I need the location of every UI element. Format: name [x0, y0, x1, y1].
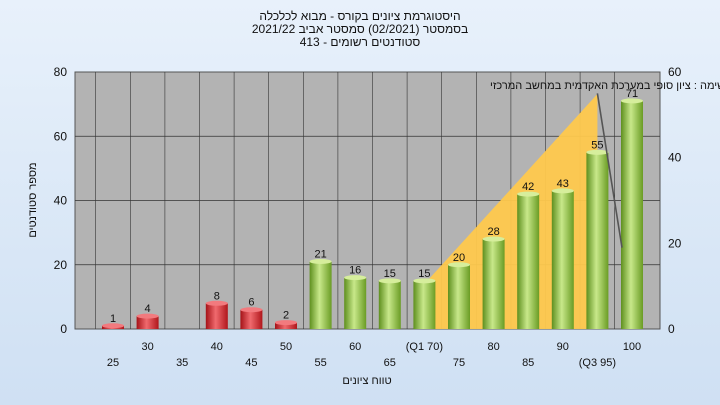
- x-tick-label: 90: [557, 341, 569, 353]
- bar: [205, 303, 228, 329]
- bar-top: [136, 313, 159, 319]
- annotation-text: בחשימה : ציון סופי במערכת האקדמית במחשב …: [490, 80, 720, 92]
- bars-group: 1 4 8 6 2 21 16 15 15 20 28 42 43 55 71: [102, 88, 643, 329]
- x-tick-label: 85: [522, 357, 534, 369]
- y2-axis-ticks: 0 20 40 60: [668, 65, 682, 336]
- data-label: 15: [384, 268, 396, 280]
- bar-top: [102, 323, 124, 329]
- bar: [309, 261, 332, 329]
- data-label: 15: [418, 268, 430, 280]
- bar: [621, 100, 643, 329]
- data-label: 28: [487, 226, 499, 238]
- data-label: 21: [314, 249, 326, 261]
- y-tick-label: 40: [54, 194, 68, 208]
- x-tick-label: 35: [176, 357, 188, 369]
- chart-title: היסטוגרמת ציונים בקורס - מבוא לכלכלה בסמ…: [0, 10, 720, 49]
- bar: [586, 152, 609, 329]
- trend-line-group: [596, 93, 623, 248]
- bar-top: [344, 275, 367, 281]
- y-tick-label: 20: [54, 258, 68, 272]
- data-label: 4: [145, 303, 151, 315]
- x-tick-label: 45: [245, 357, 257, 369]
- bar-top: [551, 188, 574, 194]
- y2-tick-label: 0: [668, 322, 675, 336]
- x-tick-label: 55: [314, 357, 326, 369]
- x-tick-label: (Q1 70): [406, 341, 443, 353]
- x-tick-label: 75: [453, 357, 465, 369]
- bar-top: [413, 278, 436, 284]
- bar-top: [517, 191, 540, 197]
- data-label: 6: [248, 297, 254, 309]
- bar-top: [482, 236, 505, 242]
- x-tick-label: 80: [487, 341, 499, 353]
- x-tick-label: 30: [141, 341, 153, 353]
- data-label: 43: [557, 178, 569, 190]
- trend-line: [596, 93, 623, 248]
- y-tick-label: 60: [54, 129, 68, 143]
- bar-top: [309, 259, 332, 265]
- y-axis-label: מספר סטודנטים: [27, 162, 39, 237]
- bar-top: [448, 262, 470, 268]
- bar-top: [586, 149, 609, 155]
- x-tick-label: 50: [280, 341, 292, 353]
- x-tick-label: (Q3 95): [579, 357, 616, 369]
- bar: [136, 316, 159, 329]
- x-tick-label: 100: [623, 341, 641, 353]
- x-tick-label: 25: [107, 357, 119, 369]
- x-tick-label: 60: [349, 341, 361, 353]
- y2-tick-label: 20: [668, 236, 682, 250]
- data-label: 20: [453, 252, 465, 264]
- data-label: 71: [626, 88, 638, 100]
- data-label: 16: [349, 265, 361, 277]
- x-axis-ticks: 25 30 35 40 45 50 55 60 65 (Q1 70) 75 80 85 90 (Q3 95)…: [107, 341, 641, 369]
- grid-lines: [75, 72, 660, 329]
- y-axis-ticks: 0 20 40 60 80: [54, 65, 68, 336]
- bar: [378, 280, 401, 329]
- bar: [275, 322, 297, 329]
- bar-top: [275, 320, 297, 326]
- x-axis-label: טווח ציונים: [342, 375, 391, 387]
- bar: [413, 280, 436, 329]
- data-label: 55: [591, 139, 603, 151]
- x-tick-label: 40: [211, 341, 223, 353]
- bar-top: [240, 307, 263, 313]
- bar: [448, 264, 470, 329]
- bar: [482, 239, 505, 329]
- bar: [551, 190, 574, 329]
- bar: [517, 194, 540, 329]
- bar: [344, 277, 367, 329]
- data-label: 42: [522, 181, 534, 193]
- bar: [240, 309, 263, 329]
- title-line-2: בסמסטר (02/2021) סמסטר אביב 2021/22: [251, 22, 469, 36]
- data-label: 1: [110, 313, 116, 325]
- data-label: 8: [214, 290, 220, 302]
- y-tick-label: 0: [60, 322, 67, 336]
- bar-top: [621, 98, 643, 104]
- bar-top: [378, 278, 401, 284]
- x-tick-label: 65: [384, 357, 396, 369]
- y2-tick-label: 40: [668, 151, 682, 165]
- title-line-3: סטודנטים רשומים - 413: [299, 35, 421, 49]
- data-label: 2: [283, 310, 289, 322]
- title-line-1: היסטוגרמת ציונים בקורס - מבוא לכלכלה: [259, 9, 461, 23]
- bar-top: [205, 300, 228, 306]
- y2-tick-label: 60: [668, 65, 682, 79]
- y-tick-label: 80: [54, 65, 68, 79]
